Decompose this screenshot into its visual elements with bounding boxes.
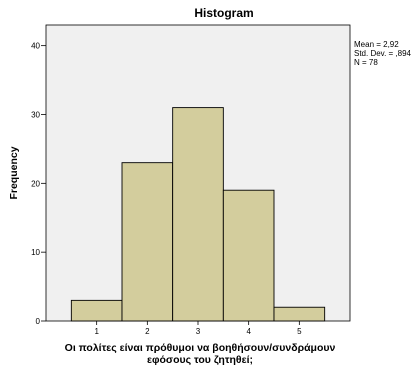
histogram-bar	[121, 162, 174, 322]
x-tick-label: 4	[246, 327, 251, 336]
y-tick-label: 40	[31, 42, 40, 51]
chart-title: Histogram	[194, 6, 253, 20]
y-tick-label: 20	[31, 179, 40, 188]
histogram-bar	[273, 306, 326, 322]
x-tick-label: 2	[145, 327, 150, 336]
y-axis-title: Frequency	[8, 146, 20, 199]
stat-std-dev: Std. Dev. = ,894	[354, 49, 411, 58]
x-axis-title: Οι πολίτες είναι πρόθυμοι να βοηθήσουν/σ…	[30, 342, 370, 366]
histogram-bar	[172, 107, 224, 322]
x-tick-label: 1	[94, 327, 99, 336]
x-tick-label: 3	[196, 327, 201, 336]
histogram-bar	[70, 299, 123, 322]
statistics-legend: Mean = 2,92 Std. Dev. = ,894 N = 78	[354, 40, 411, 67]
y-tick-label: 10	[31, 248, 40, 257]
x-axis-title-line-2: εφόσους του ζητηθεί;	[147, 354, 253, 366]
y-tick-label: 30	[31, 110, 40, 119]
x-axis-title-line-1: Οι πολίτες είναι πρόθυμοι να βοηθήσουν/σ…	[64, 342, 336, 354]
stat-n: N = 78	[354, 58, 378, 67]
histogram-bar	[222, 189, 275, 322]
y-tick-label: 0	[36, 317, 41, 326]
x-tick-label: 5	[297, 327, 302, 336]
stat-mean: Mean = 2,92	[354, 40, 399, 49]
